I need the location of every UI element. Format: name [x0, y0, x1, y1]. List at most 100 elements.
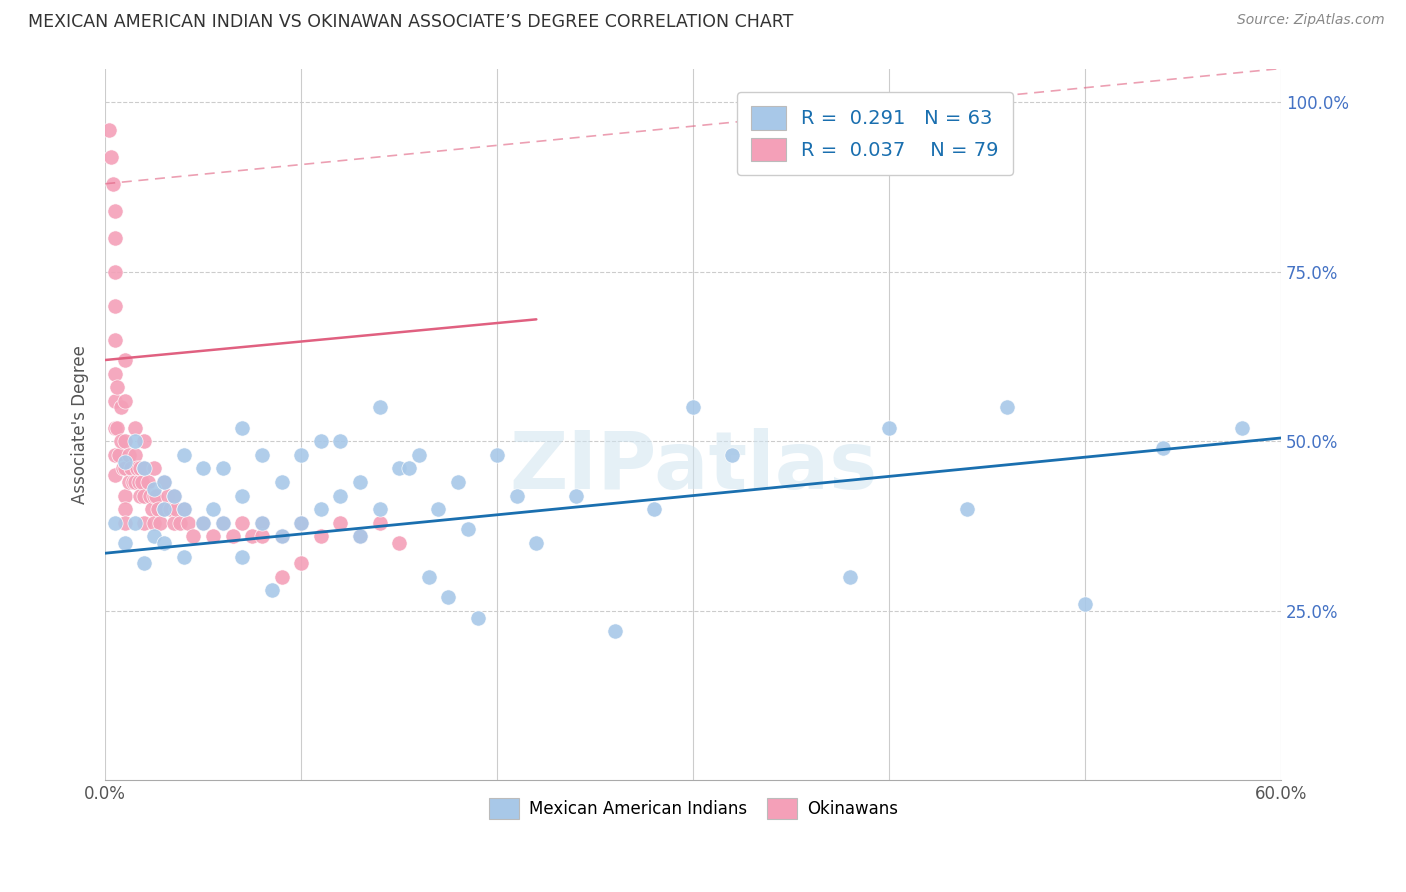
Point	[201, 529, 224, 543]
Point	[309, 529, 332, 543]
Point	[163, 489, 186, 503]
Point	[418, 570, 440, 584]
Point	[388, 536, 411, 550]
Point	[145, 489, 167, 503]
Point	[467, 610, 489, 624]
Point	[290, 557, 312, 571]
Point	[956, 502, 979, 516]
Point	[211, 516, 233, 530]
Point	[447, 475, 470, 489]
Point	[121, 475, 143, 489]
Point	[427, 502, 450, 516]
Point	[124, 448, 146, 462]
Point	[486, 448, 509, 462]
Point	[105, 421, 128, 435]
Point	[193, 516, 215, 530]
Point	[165, 502, 187, 516]
Point	[408, 448, 430, 462]
Point	[129, 461, 152, 475]
Point	[143, 529, 166, 543]
Point	[104, 265, 127, 279]
Point	[114, 502, 136, 516]
Point	[149, 516, 172, 530]
Point	[104, 516, 127, 530]
Point	[134, 461, 156, 475]
Point	[250, 516, 273, 530]
Point	[290, 516, 312, 530]
Point	[524, 536, 547, 550]
Point	[98, 122, 121, 136]
Point	[104, 231, 127, 245]
Point	[309, 434, 332, 449]
Point	[270, 529, 292, 543]
Point	[104, 299, 127, 313]
Point	[368, 502, 391, 516]
Point	[231, 516, 253, 530]
Point	[120, 461, 142, 475]
Point	[110, 434, 132, 449]
Point	[134, 489, 156, 503]
Point	[270, 529, 292, 543]
Point	[153, 502, 176, 516]
Point	[721, 448, 744, 462]
Point	[250, 516, 273, 530]
Point	[118, 475, 141, 489]
Point	[211, 461, 233, 475]
Point	[290, 448, 312, 462]
Point	[349, 475, 371, 489]
Point	[114, 461, 136, 475]
Point	[153, 475, 176, 489]
Point	[153, 536, 176, 550]
Point	[270, 570, 292, 584]
Point	[104, 393, 127, 408]
Point	[143, 482, 166, 496]
Point	[193, 461, 215, 475]
Point	[153, 502, 176, 516]
Point	[349, 529, 371, 543]
Point	[231, 421, 253, 435]
Point	[250, 529, 273, 543]
Point	[104, 333, 127, 347]
Point	[329, 516, 352, 530]
Point	[131, 475, 153, 489]
Point	[124, 475, 146, 489]
Point	[114, 536, 136, 550]
Point	[211, 516, 233, 530]
Point	[682, 401, 704, 415]
Point	[457, 523, 479, 537]
Point	[134, 461, 156, 475]
Legend: Mexican American Indians, Okinawans: Mexican American Indians, Okinawans	[482, 792, 904, 825]
Point	[114, 516, 136, 530]
Point	[388, 461, 411, 475]
Point	[173, 448, 195, 462]
Point	[124, 421, 146, 435]
Point	[163, 516, 186, 530]
Point	[173, 549, 195, 564]
Point	[309, 502, 332, 516]
Point	[398, 461, 420, 475]
Point	[114, 489, 136, 503]
Point	[329, 489, 352, 503]
Point	[1230, 421, 1253, 435]
Point	[136, 475, 159, 489]
Point	[506, 489, 529, 503]
Point	[193, 516, 215, 530]
Point	[134, 434, 156, 449]
Point	[153, 475, 176, 489]
Point	[108, 448, 131, 462]
Point	[173, 502, 195, 516]
Point	[114, 434, 136, 449]
Point	[877, 421, 900, 435]
Point	[176, 516, 198, 530]
Point	[143, 461, 166, 475]
Point	[125, 461, 148, 475]
Point	[110, 401, 132, 415]
Point	[143, 516, 166, 530]
Point	[104, 421, 127, 435]
Point	[169, 516, 191, 530]
Point	[643, 502, 665, 516]
Point	[1074, 597, 1097, 611]
Point	[437, 591, 460, 605]
Y-axis label: Associate's Degree: Associate's Degree	[72, 345, 89, 504]
Point	[105, 380, 128, 394]
